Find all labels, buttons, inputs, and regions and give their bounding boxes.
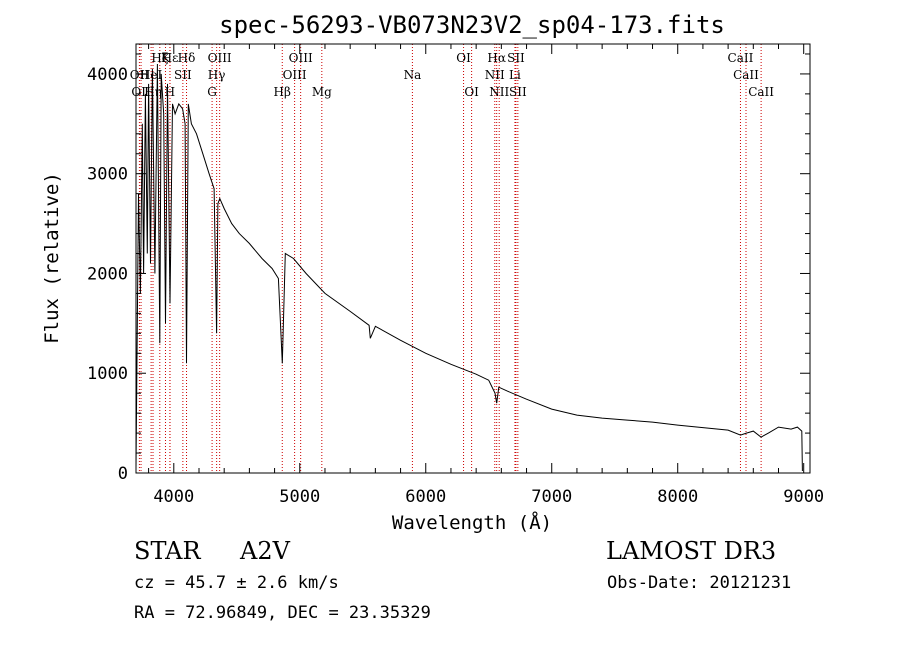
line-label: K [161, 51, 171, 65]
line-label: Na [404, 68, 422, 82]
line-label: Hε [162, 51, 179, 65]
line-label: H [165, 85, 175, 99]
chart-title: spec-56293-VB073N23V2_sp04-173.fits [219, 11, 725, 39]
y-axis-ticks: 0 1000 2000 3000 4000 [87, 53, 810, 484]
line-label: CaII [748, 85, 774, 99]
line-label: G [207, 85, 217, 99]
spectral-subclass: A2V [240, 537, 290, 565]
y-axis-label: Flux (relative) [41, 172, 63, 344]
line-label: SII [174, 68, 192, 82]
y-tick-label: 2000 [87, 264, 128, 284]
coordinates: RA = 72.96849, DEC = 23.35329 [134, 603, 431, 623]
line-label: NII [489, 85, 509, 99]
x-tick-label: 6000 [405, 487, 446, 507]
y-tick-label: 0 [118, 464, 128, 484]
line-label: Li [509, 68, 521, 82]
survey-name: LAMOST DR3 [606, 537, 777, 565]
line-label: Mg [312, 85, 332, 99]
redshift-value: cz = 45.7 ± 2.6 km/s [134, 573, 339, 593]
y-tick-label: 4000 [87, 65, 128, 85]
line-label: CaII [733, 68, 759, 82]
x-tick-label: 4000 [153, 487, 194, 507]
x-tick-label: 9000 [783, 487, 824, 507]
line-label: HeI [140, 68, 163, 82]
spectrum-chart: spec-56293-VB073N23V2_sp04-173.fits HζHε… [41, 11, 824, 534]
line-label: NII [485, 68, 505, 82]
x-axis-ticks: 4000 5000 6000 7000 8000 9000 [148, 44, 824, 507]
y-tick-label: 1000 [87, 364, 128, 384]
x-tick-label: 5000 [279, 487, 320, 507]
line-label: Hα [487, 51, 506, 65]
line-label: OIII [208, 51, 232, 65]
x-axis-label: Wavelength (Å) [392, 511, 552, 534]
line-label: OI [456, 51, 471, 65]
line-label: Hζ [151, 51, 168, 65]
line-label: Hδ [178, 51, 196, 65]
observation-date: Obs-Date: 20121231 [607, 573, 792, 593]
line-label: SII [507, 51, 525, 65]
x-tick-label: 7000 [531, 487, 572, 507]
object-type: STAR [134, 537, 201, 565]
y-tick-label: 3000 [87, 165, 128, 185]
line-marker-group [138, 44, 762, 473]
line-label: OIII [289, 51, 313, 65]
line-label: Hγ [208, 68, 226, 82]
line-label: CaII [728, 51, 754, 65]
x-tick-label: 8000 [657, 487, 698, 507]
line-label: SII [509, 85, 527, 99]
line-label: OII [130, 68, 150, 82]
line-label: Hβ [274, 85, 291, 99]
line-label: OI [464, 85, 479, 99]
plot-frame [135, 43, 811, 474]
spectrum-series-line [135, 63, 803, 472]
line-label: OIII [283, 68, 307, 82]
